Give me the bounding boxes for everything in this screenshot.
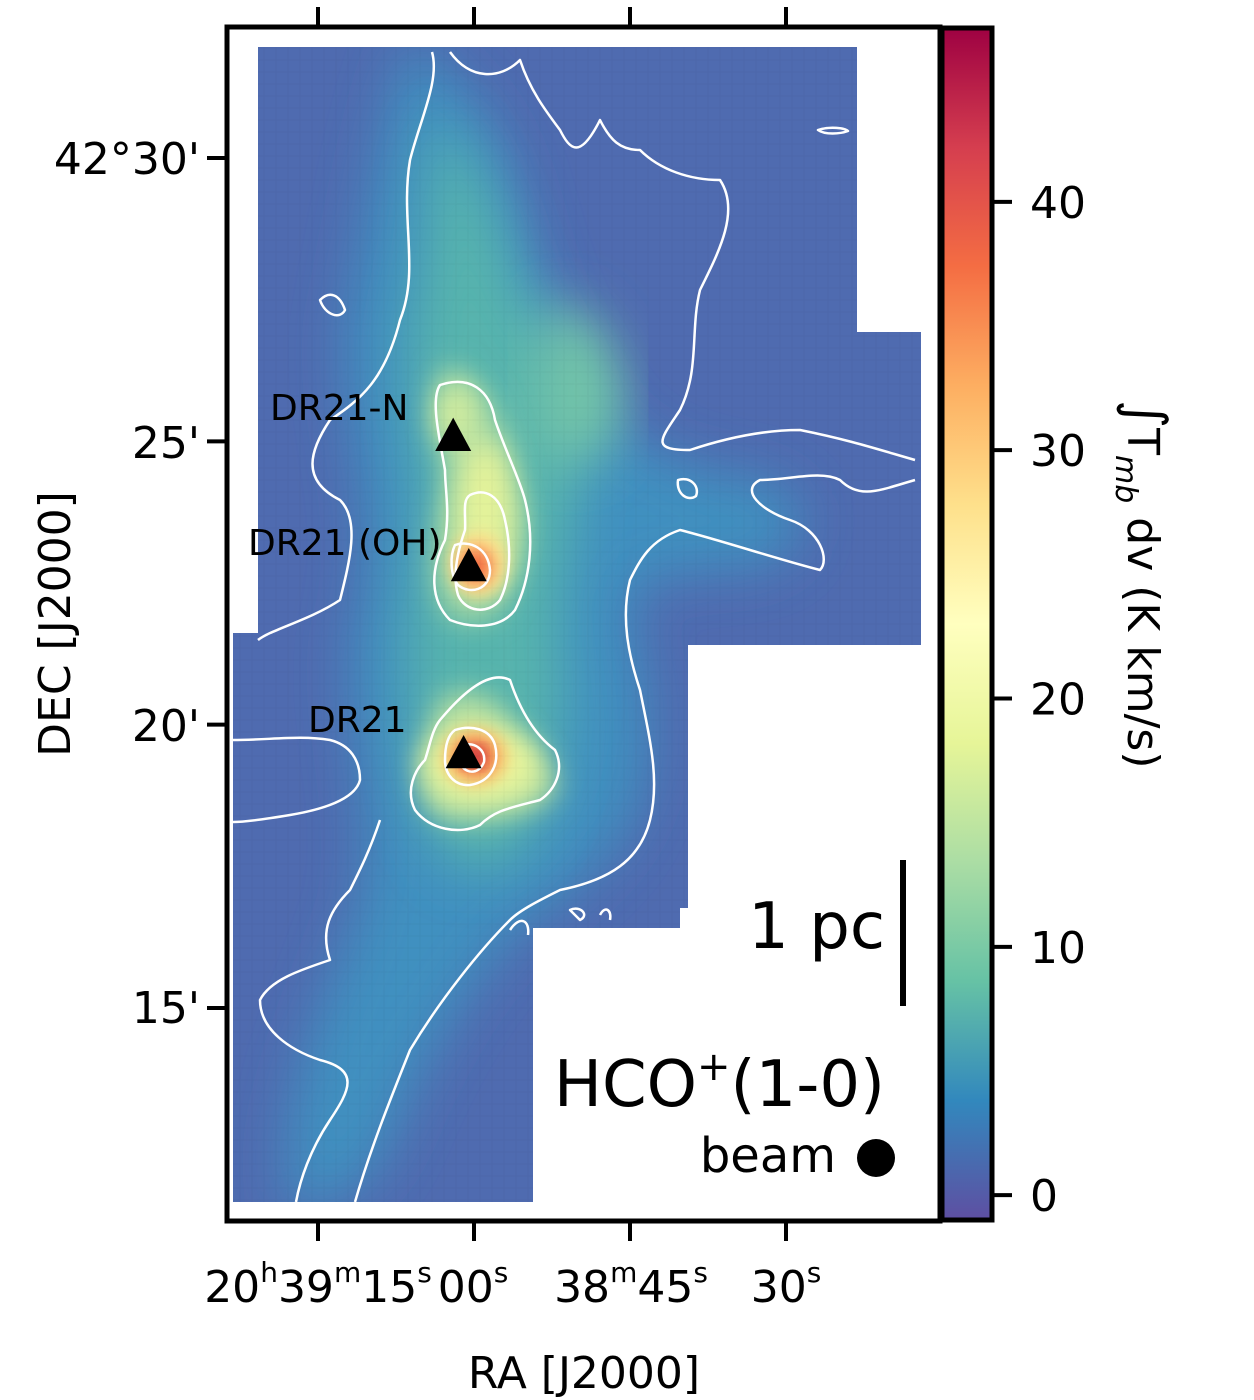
line-label-molecule: HCO	[554, 1048, 697, 1122]
x-tick-2-minutes: 38	[554, 1262, 610, 1313]
colorbar	[942, 28, 992, 1220]
y-tick-label-2: 20'	[132, 701, 200, 752]
x-tick-2-seconds: 45	[637, 1262, 693, 1313]
colorbar-frame	[939, 25, 995, 1223]
beam-marker	[857, 1139, 895, 1177]
y-tick-label-3: 15'	[132, 983, 200, 1034]
x-ticks	[316, 7, 788, 1241]
scale-bar-label: 1 pc	[748, 890, 885, 964]
x-tick-0-hours: 20	[204, 1262, 260, 1313]
x-tick-label-0: 20h39m15s	[204, 1256, 432, 1313]
source-label-dr21-oh: DR21 (OH)	[248, 523, 441, 564]
colorbar-tick-label-3: 30	[1030, 426, 1086, 477]
x-tick-0-h-unit: h	[260, 1256, 278, 1289]
intensity-map	[233, 47, 921, 1202]
x-tick-0-s-unit: s	[417, 1256, 432, 1289]
x-tick-label-2: 38m45s	[554, 1256, 708, 1313]
source-marker-1	[450, 548, 487, 582]
colorbar-label-integral: ∫	[1115, 400, 1178, 428]
line-label: HCO+(1-0)	[554, 1044, 885, 1122]
colorbar-label-sub: mb	[1108, 455, 1143, 503]
colorbar-tick-label-1: 10	[1030, 923, 1086, 974]
colorbar-ticks	[992, 199, 1012, 1198]
colorbar-label-T: T	[1117, 427, 1168, 455]
line-label-charge: +	[697, 1044, 731, 1090]
line-label-transition: (1-0)	[731, 1048, 885, 1122]
contour-lines	[232, 51, 916, 1203]
y-tick-label-1: 25'	[132, 418, 200, 469]
source-label-dr21: DR21	[308, 700, 407, 741]
y-tick-label-0: 42°30'	[54, 134, 200, 185]
colorbar-label: ∫Tmb dv (K km/s)	[1108, 400, 1178, 769]
colorbar-tick-labels: 0 10 20 30 40	[1030, 178, 1086, 1222]
source-marker-2	[445, 735, 482, 769]
x-tick-1-seconds: 00	[438, 1262, 494, 1313]
x-tick-2-s-unit: s	[693, 1256, 708, 1289]
x-tick-0-minutes: 39	[278, 1262, 334, 1313]
y-ticks	[207, 156, 227, 1010]
source-markers	[435, 417, 487, 769]
x-tick-label-1: 00s	[438, 1256, 509, 1313]
colorbar-tick-label-0: 0	[1030, 1171, 1058, 1222]
colorbar-label-rest: dv (K km/s)	[1117, 503, 1168, 768]
y-axis-label: DEC [J2000]	[30, 491, 81, 757]
colorbar-tick-label-4: 40	[1030, 178, 1086, 229]
x-tick-2-m-unit: m	[610, 1256, 637, 1289]
colorbar-tick-label-2: 20	[1030, 675, 1086, 726]
source-label-dr21-n: DR21-N	[270, 388, 408, 429]
x-tick-3-s-unit: s	[807, 1256, 822, 1289]
x-tick-0-m-unit: m	[334, 1256, 361, 1289]
x-axis-label: RA [J2000]	[468, 1348, 700, 1399]
x-tick-0-seconds: 15	[361, 1262, 417, 1313]
x-tick-label-3: 30s	[751, 1256, 822, 1313]
beam-label: beam	[700, 1128, 836, 1184]
source-marker-0	[435, 417, 472, 451]
x-tick-3-seconds: 30	[751, 1262, 807, 1313]
x-tick-1-s-unit: s	[494, 1256, 509, 1289]
